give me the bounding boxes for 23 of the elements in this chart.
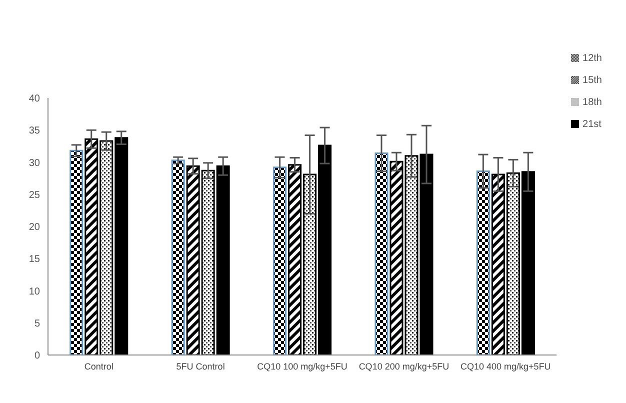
bar xyxy=(273,166,287,355)
x-tick-label: Control xyxy=(84,361,114,372)
bar xyxy=(171,160,185,355)
y-tick-label: 25 xyxy=(28,190,40,201)
legend-label: 12th xyxy=(582,53,602,64)
y-tick-label: 30 xyxy=(28,158,40,169)
x-tick-label: 5FU Control xyxy=(176,361,225,372)
x-tick-label: CQ10 100 mg/kg+5FU xyxy=(257,361,348,372)
y-tick-label: 10 xyxy=(28,286,40,298)
legend-label: 21st xyxy=(582,119,602,130)
x-tick-label: CQ10 400 mg/kg+5FU xyxy=(460,361,551,372)
bar xyxy=(476,170,490,355)
y-tick-label: 35 xyxy=(28,126,40,137)
y-tick-label: 15 xyxy=(28,254,40,266)
y-tick-label: 0 xyxy=(34,350,40,362)
legend-label: 18th xyxy=(582,97,602,108)
x-tick-label: CQ10 200 mg/kg+5FU xyxy=(358,361,450,372)
bar xyxy=(374,152,388,355)
bar xyxy=(70,150,84,355)
y-tick-label: 40 xyxy=(28,94,40,105)
y-tick-label: 5 xyxy=(34,318,40,330)
legend-label: 15th xyxy=(582,75,602,86)
y-tick-label: 20 xyxy=(28,222,40,234)
